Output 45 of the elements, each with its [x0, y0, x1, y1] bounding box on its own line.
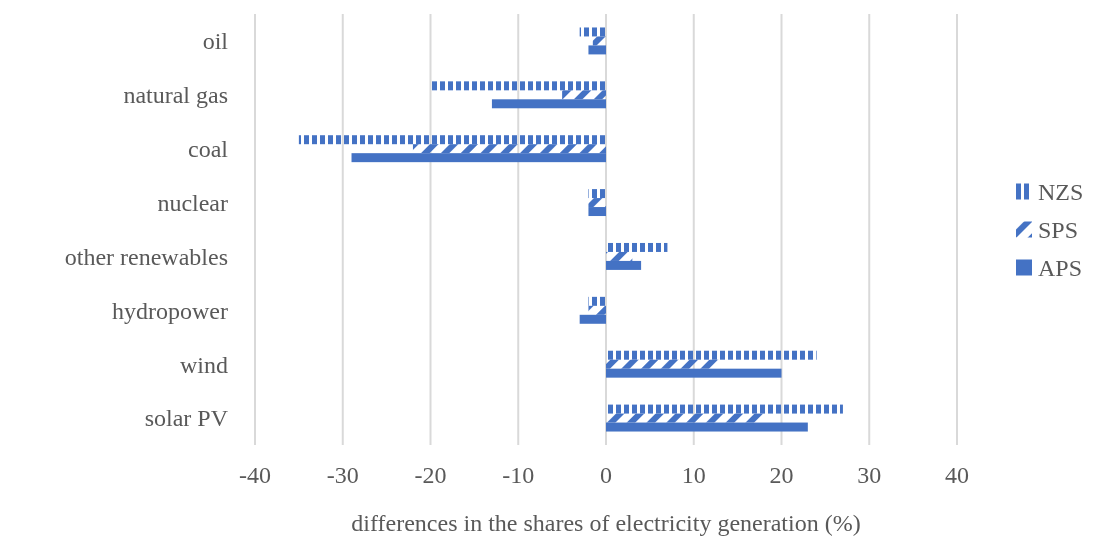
- x-tick-label: -20: [414, 462, 447, 488]
- bar: [588, 45, 606, 55]
- y-tick-label: other renewables: [64, 243, 228, 270]
- bar: [606, 242, 668, 252]
- bar: [592, 36, 606, 46]
- x-tick-label: -30: [326, 462, 359, 488]
- bar: [606, 404, 843, 414]
- legend-label: SPS: [1038, 216, 1079, 243]
- legend-label: NZS: [1038, 178, 1084, 205]
- y-tick-label: coal: [188, 136, 229, 163]
- bar: [588, 189, 606, 199]
- bar: [579, 27, 606, 37]
- y-tick-label: solar PV: [144, 405, 229, 432]
- bar: [491, 99, 606, 109]
- y-tick-label: hydropower: [112, 297, 229, 324]
- bar: [606, 422, 808, 432]
- bar: [588, 198, 606, 208]
- x-tick-label: 20: [769, 462, 794, 488]
- x-tick-label: -10: [502, 462, 535, 488]
- y-tick-label: nuclear: [157, 189, 228, 216]
- bar: [606, 368, 782, 378]
- bar: [430, 81, 606, 91]
- x-tick-label: 40: [945, 462, 969, 488]
- x-tick-label: 30: [857, 462, 882, 488]
- y-tick-label: wind: [180, 351, 228, 378]
- bar: [606, 350, 817, 360]
- bar: [606, 413, 764, 423]
- y-tick-label: natural gas: [123, 82, 228, 109]
- bar: [298, 135, 606, 145]
- x-tick-label: 10: [681, 462, 706, 488]
- bar: [606, 359, 721, 369]
- x-tick-label: -40: [239, 462, 271, 488]
- legend-label: APS: [1038, 254, 1083, 281]
- bar: [579, 314, 606, 324]
- bar: [588, 305, 606, 315]
- y-tick-label: oil: [202, 28, 229, 55]
- bar: [351, 153, 606, 163]
- bar: [606, 251, 633, 261]
- x-tick-label: 0: [600, 462, 612, 488]
- bar: [588, 207, 606, 217]
- bar: [606, 260, 642, 270]
- x-axis-title: differences in the shares of electricity generation (%): [351, 510, 861, 536]
- bar: [562, 90, 606, 100]
- bar: [588, 296, 606, 306]
- bar: [412, 144, 606, 154]
